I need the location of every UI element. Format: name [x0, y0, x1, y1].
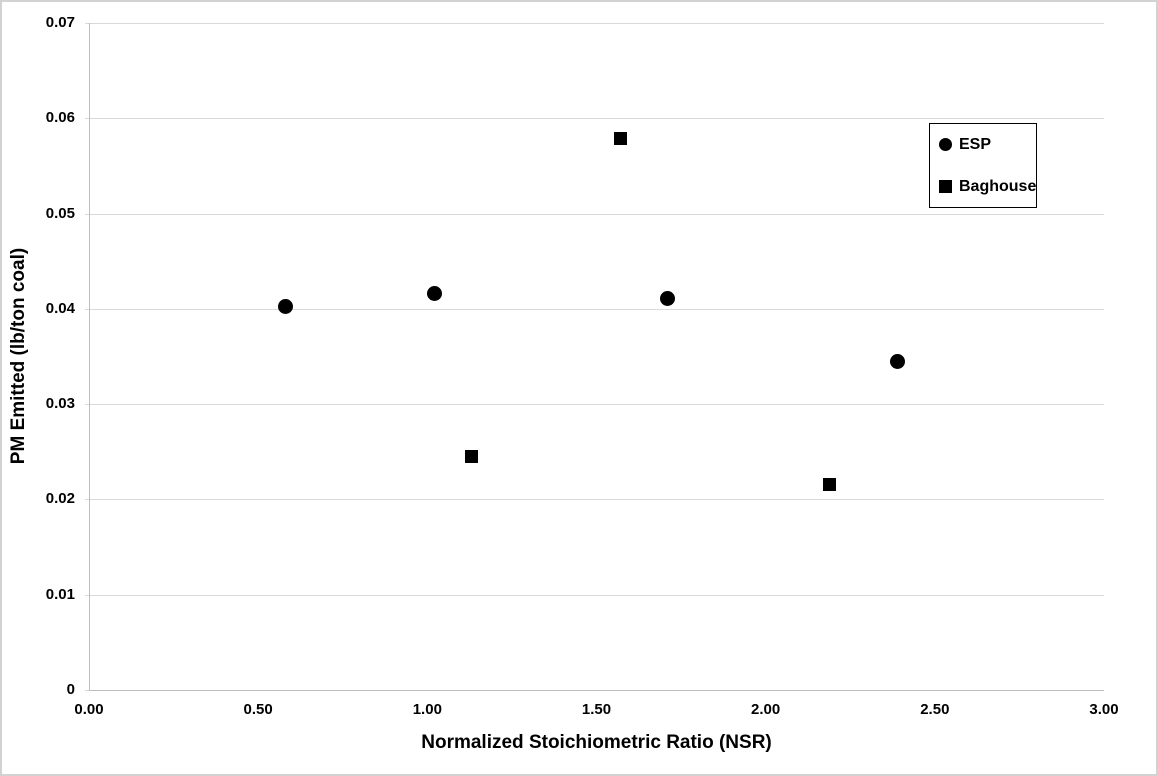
esp-data-point [277, 299, 293, 315]
gridline [89, 404, 1104, 406]
gridline [89, 23, 1104, 24]
legend-item-baghouse: Baghouse [939, 178, 1036, 195]
x-tick-label: 0.00 [74, 701, 104, 718]
x-tick-label: 3.00 [1089, 701, 1119, 718]
y-tick-label: 0.03 [45, 395, 75, 413]
gridline [89, 118, 1104, 120]
y-tick-label: 0.05 [45, 204, 75, 222]
baghouse-data-point [823, 477, 837, 491]
x-axis-title: Normalized Stoichiometric Ratio (NSR) [421, 732, 772, 753]
y-axis-title: PM Emitted (lb/ton coal) [8, 247, 29, 465]
y-tick-label: 0.01 [45, 585, 75, 603]
x-axis-line [89, 690, 1104, 691]
legend: ESP Baghouse [929, 123, 1037, 208]
gridline [89, 308, 1104, 310]
y-axis-line [89, 23, 90, 691]
y-tick-label: 0.04 [45, 299, 75, 317]
x-tick-label: 0.50 [243, 701, 273, 718]
y-axis-tick [85, 118, 89, 120]
gridline [89, 594, 1104, 596]
legend-item-esp: ESP [939, 136, 1036, 153]
gridline [89, 213, 1104, 215]
baghouse-data-point [613, 131, 627, 145]
y-axis-tick [85, 690, 89, 691]
esp-data-point [890, 353, 906, 369]
y-axis-tick [85, 213, 89, 215]
x-tick-label: 1.00 [412, 701, 442, 718]
baghouse-square-marker-icon [939, 179, 952, 193]
y-axis-tick [85, 499, 89, 501]
y-axis-tick [85, 404, 89, 406]
x-tick-label: 2.00 [751, 701, 781, 718]
y-tick-label: 0.07 [45, 14, 75, 31]
esp-data-point [426, 286, 442, 302]
x-tick-label: 1.50 [581, 701, 612, 718]
x-tick-label: 2.50 [920, 701, 950, 718]
y-axis-tick [85, 594, 89, 596]
y-axis-tick [85, 308, 89, 310]
y-axis-tick [85, 23, 89, 24]
baghouse-data-point [464, 450, 478, 464]
legend-label-esp: ESP [959, 136, 992, 154]
y-tick-label: 0.02 [45, 490, 75, 508]
gridline [89, 499, 1104, 501]
legend-label-baghouse: Baghouse [959, 177, 1037, 195]
y-tick-label: 0 [66, 681, 75, 698]
esp-circle-marker-icon [939, 138, 952, 152]
y-tick-label: 0.06 [45, 109, 75, 127]
esp-data-point [660, 290, 676, 306]
